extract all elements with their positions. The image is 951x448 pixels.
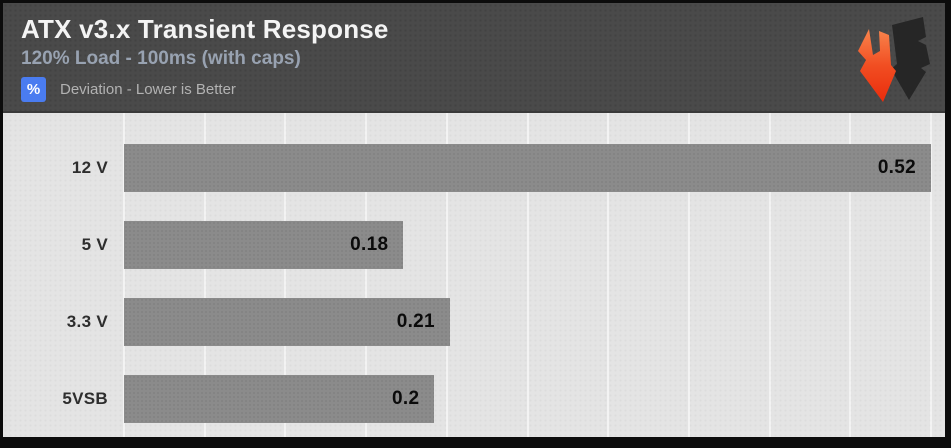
plot-area: 12 V 0.52 5 V 0.18 3.3 V	[3, 113, 945, 437]
category-label: 5 V	[81, 234, 108, 254]
bar: 0.2	[124, 374, 435, 423]
chart-title: ATX v3.x Transient Response	[21, 14, 389, 44]
legend: % Deviation - Lower is Better	[21, 77, 945, 102]
bar-track: 0.21	[124, 297, 931, 346]
bar-row: 12 V 0.52	[3, 129, 945, 206]
bar-track: 0.2	[124, 374, 931, 423]
chart-subtitle: 120% Load - 100ms (with caps)	[21, 48, 301, 69]
category-label: 3.3 V	[66, 311, 108, 331]
percent-badge-icon: %	[21, 77, 46, 102]
bar-track: 0.18	[124, 220, 931, 269]
bar-row: 5VSB 0.2	[3, 360, 945, 437]
bar-row: 5 V 0.18	[3, 206, 945, 283]
bar-track: 0.52	[124, 143, 931, 192]
category-label: 12 V	[71, 157, 108, 177]
legend-label: Deviation - Lower is Better	[60, 81, 236, 98]
bar: 0.52	[124, 143, 931, 192]
chart-header: ATX v3.x Transient Response 120% Load - …	[3, 3, 945, 113]
bar-rows: 12 V 0.52 5 V 0.18 3.3 V	[3, 113, 945, 437]
value-label: 0.21	[396, 310, 435, 332]
value-label: 0.18	[350, 233, 389, 255]
value-label: 0.2	[392, 387, 420, 409]
value-label: 0.52	[877, 156, 916, 178]
bar-row: 3.3 V 0.21	[3, 283, 945, 360]
category-label: 5VSB	[62, 388, 108, 408]
bar: 0.21	[124, 297, 450, 346]
bar: 0.18	[124, 220, 404, 269]
hb-logo-icon	[847, 9, 937, 104]
